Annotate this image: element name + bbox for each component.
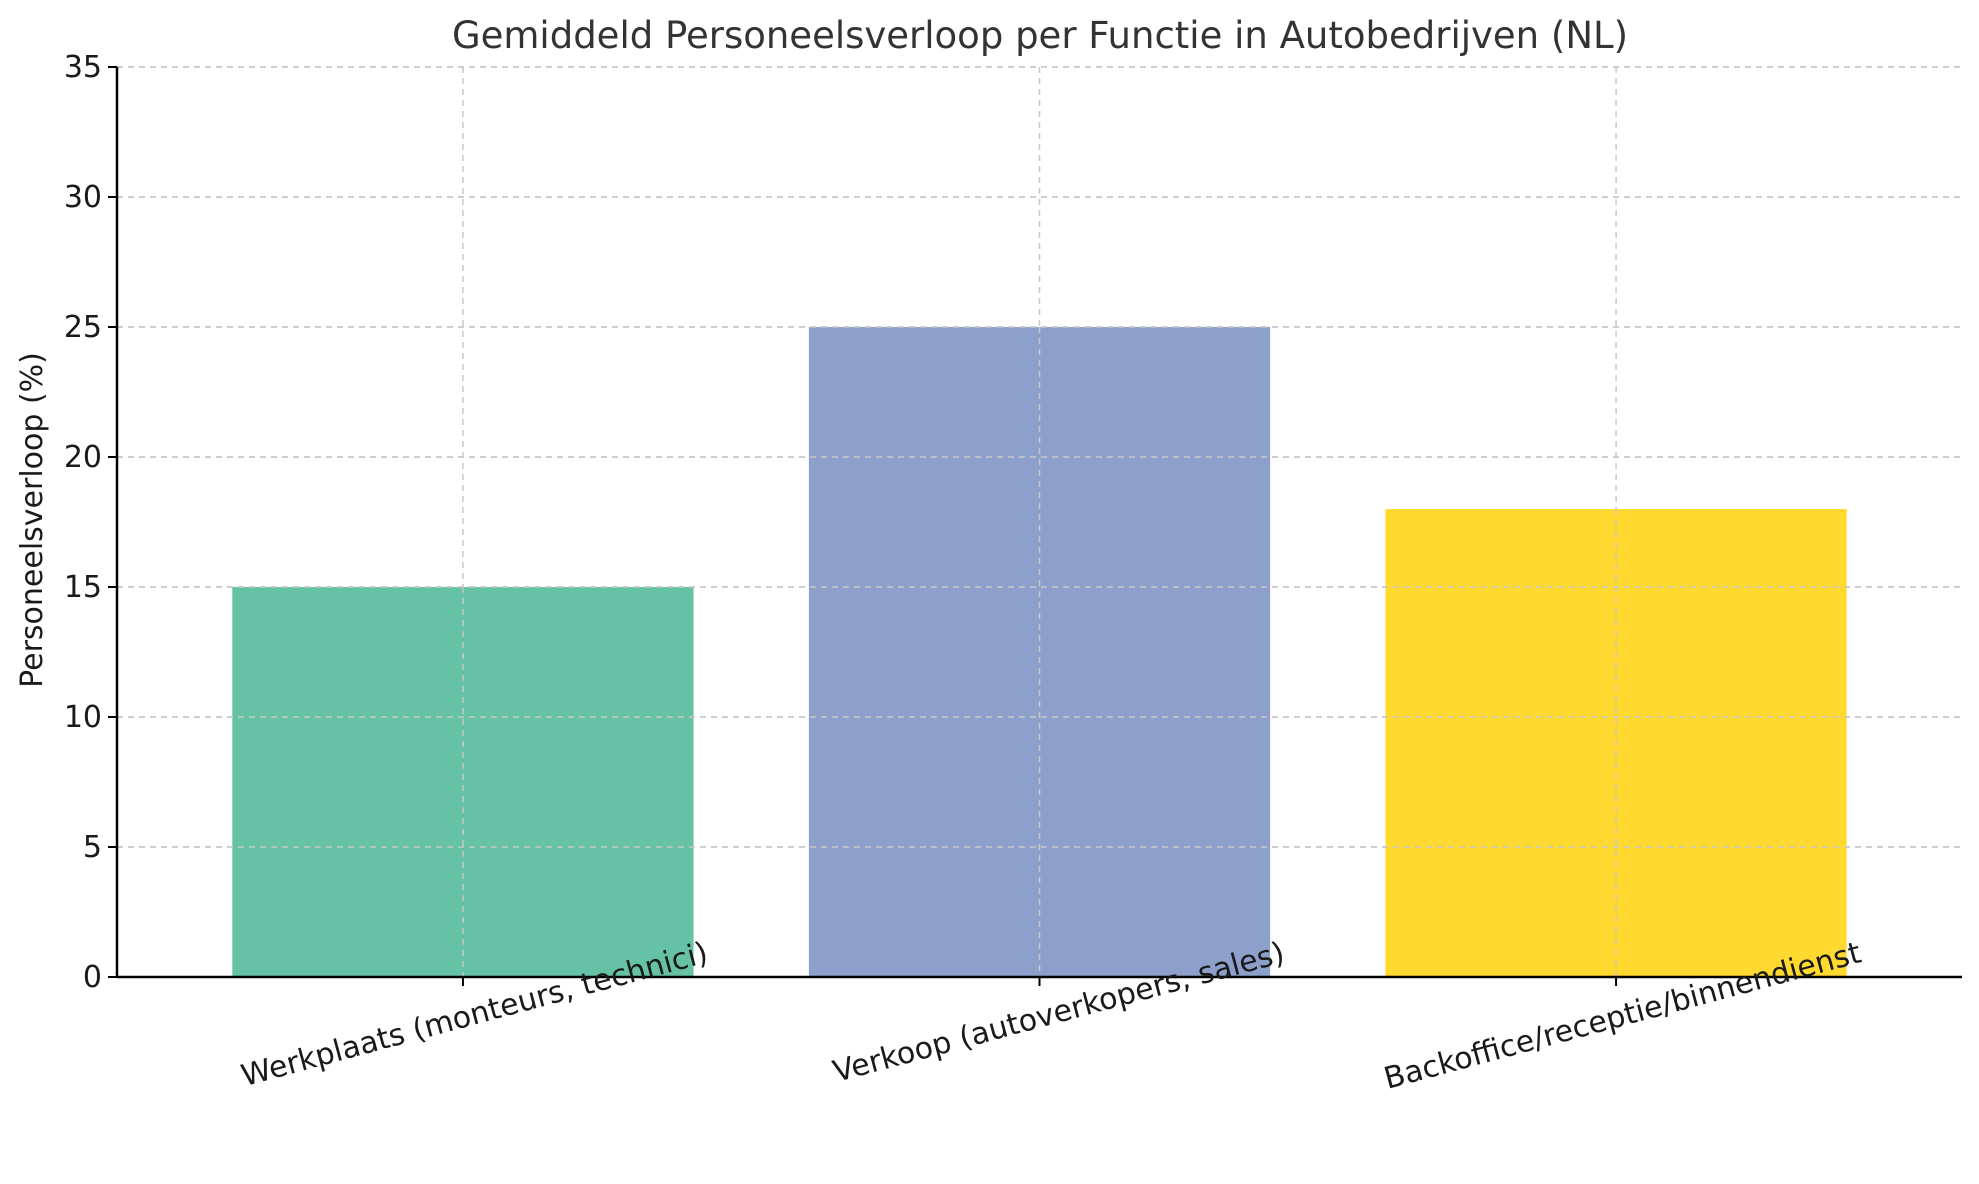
y-tick-label: 25 [64, 310, 102, 345]
y-axis-label: Personeelsverloop (%) [15, 352, 50, 688]
y-tick-label: 35 [64, 50, 102, 85]
axes-layer [108, 66, 1962, 986]
y-tick-label: 0 [83, 960, 102, 995]
y-tick-label: 15 [64, 570, 102, 605]
chart-title: Gemiddeld Personeelsverloop per Functie … [452, 14, 1628, 57]
y-tick-label: 30 [64, 180, 102, 215]
y-tick-label: 5 [83, 830, 102, 865]
y-tick-label: 10 [64, 700, 102, 735]
bars-layer [117, 66, 1962, 977]
y-tick-label: 20 [64, 440, 102, 475]
